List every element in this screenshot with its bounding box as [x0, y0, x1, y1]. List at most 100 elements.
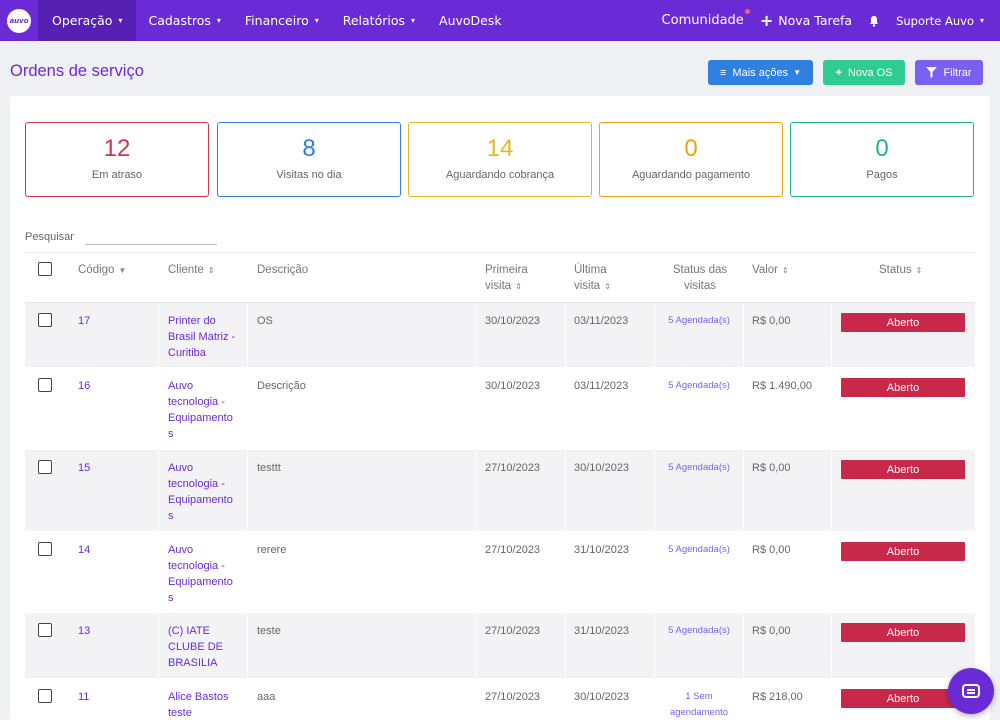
cliente-link[interactable]: Printer do Brasil Matriz - Curitiba	[168, 313, 248, 361]
codigo-link[interactable]: 11	[78, 691, 90, 703]
cliente-line: BRASILIA	[168, 657, 218, 669]
search-input[interactable]	[85, 231, 217, 245]
status-visitas-link[interactable]: 5 Agendada(s)	[657, 378, 741, 394]
table-row[interactable]: 13 (C) IATE CLUBE DE BRASILIA teste 27/10/202…	[25, 613, 975, 679]
nav-label: Financeiro	[244, 13, 309, 28]
search-label: Pesquisar	[25, 231, 74, 243]
stat-aguardando-cobranca[interactable]: 14 Aguardando cobrança	[408, 122, 592, 197]
primeira-visita-cell: 30/10/2023	[485, 315, 541, 327]
status-badge[interactable]: Aberto	[841, 460, 965, 479]
cliente-link[interactable]: Auvo tecnologia - Equipamento s	[168, 542, 248, 606]
stat-pagos[interactable]: 0 Pagos	[790, 122, 974, 197]
codigo-link[interactable]: 13	[78, 625, 91, 637]
header-ultima-visita[interactable]: Última visita ⇕	[574, 262, 611, 295]
column-divider	[475, 450, 476, 531]
row-checkbox[interactable]	[38, 313, 52, 327]
codigo-link[interactable]: 15	[78, 462, 91, 474]
header-status-visitas[interactable]: Status das visitas	[665, 262, 735, 294]
column-divider	[565, 613, 566, 678]
row-checkbox[interactable]	[38, 689, 52, 703]
stat-label: Pagos	[866, 169, 898, 181]
header-status[interactable]: Status ⇕	[879, 262, 922, 279]
row-checkbox[interactable]	[38, 378, 52, 392]
stat-label: Aguardando cobrança	[445, 169, 555, 181]
nav-auvodesk[interactable]: AuvoDesk	[427, 0, 514, 41]
notifications-button[interactable]	[860, 0, 888, 41]
filtrar-button[interactable]: Filtrar	[915, 60, 983, 85]
notification-dot	[744, 9, 750, 14]
stat-visitas-no-dia[interactable]: 8 Visitas no dia	[217, 122, 401, 197]
status-visitas-line: 1 Sem	[685, 691, 713, 702]
table-row[interactable]: 14 Auvo tecnologia - Equipamento s rerere 27/1…	[25, 532, 975, 613]
ultima-visita-cell: 31/10/2023	[574, 625, 630, 637]
header-cliente[interactable]: Cliente ⇕	[168, 262, 215, 279]
column-divider	[247, 532, 248, 612]
codigo-link[interactable]: 14	[78, 544, 91, 556]
logo-text: auvo	[7, 8, 31, 33]
nova-os-button[interactable]: + Nova OS	[823, 60, 905, 85]
user-menu[interactable]: Suporte Auvo ▾	[888, 0, 1000, 41]
descricao-cell: OS	[257, 315, 273, 327]
bell-icon	[870, 15, 879, 27]
auvo-logo[interactable]: auvo	[0, 0, 38, 41]
row-checkbox[interactable]	[38, 460, 52, 474]
status-visitas-link[interactable]: 1 Sem agendamento	[657, 689, 741, 720]
cliente-line: Brasil Matriz -	[168, 331, 236, 343]
cliente-link[interactable]: (C) IATE CLUBE DE BRASILIA	[168, 623, 248, 671]
table-row[interactable]: 15 Auvo tecnologia - Equipamento s testtt 27/1…	[25, 450, 975, 532]
ultima-visita-cell: 03/11/2023	[574, 380, 629, 392]
descricao-cell: rerere	[257, 544, 287, 556]
nav-financeiro[interactable]: Financeiro ▾	[233, 0, 331, 41]
column-divider	[565, 532, 566, 612]
nav-operacao[interactable]: Operação ▾	[38, 0, 137, 41]
column-divider	[831, 532, 832, 612]
stat-aguardando-pagamento[interactable]: 0 Aguardando pagamento	[599, 122, 783, 197]
nav-cadastros[interactable]: Cadastros ▾	[136, 0, 232, 41]
top-navbar: auvo Operação ▾ Cadastros ▾ Financeiro ▾ Re…	[0, 0, 1000, 41]
header-label: Código	[78, 264, 115, 276]
stat-value: 12	[103, 135, 131, 162]
status-badge[interactable]: Aberto	[841, 542, 965, 561]
table-row[interactable]: 11 Alice Bastos teste aaa 27/10/2023 30/10/20…	[25, 679, 975, 720]
status-badge[interactable]: Aberto	[841, 689, 965, 708]
header-primeira-visita[interactable]: Primeira visita ⇕	[485, 262, 528, 295]
row-checkbox[interactable]	[38, 623, 52, 637]
header-label: Status das	[672, 264, 728, 276]
status-visitas-link[interactable]: 5 Agendada(s)	[657, 313, 741, 329]
cliente-link[interactable]: Auvo tecnologia - Equipamento s	[168, 378, 248, 442]
status-visitas-link[interactable]: 5 Agendada(s)	[657, 623, 741, 639]
header-valor[interactable]: Valor ⇕	[752, 262, 789, 279]
status-visitas-link[interactable]: 5 Agendada(s)	[657, 542, 741, 558]
status-visitas-line: 5 Agendada(s)	[668, 315, 730, 326]
primeira-visita-cell: 27/10/2023	[485, 691, 541, 703]
column-divider	[565, 450, 566, 531]
cliente-link[interactable]: Alice Bastos teste	[168, 689, 248, 720]
column-divider	[743, 613, 744, 678]
cliente-link[interactable]: Auvo tecnologia - Equipamento s	[168, 460, 248, 524]
nova-tarefa-button[interactable]: + Nova Tarefa	[752, 0, 860, 41]
status-visitas-link[interactable]: 5 Agendada(s)	[657, 460, 741, 476]
chat-button[interactable]	[948, 668, 994, 714]
table-row[interactable]: 17 Printer do Brasil Matriz - Curitiba OS 30/…	[25, 303, 975, 368]
orders-table: Código ▼ Cliente ⇕ Descrição Primeira visit…	[25, 252, 975, 720]
stat-em-atraso[interactable]: 12 Em atraso	[25, 122, 209, 197]
chevron-down-icon: ▼	[793, 68, 801, 77]
select-all-checkbox[interactable]	[38, 262, 52, 276]
header-label: visita	[574, 280, 601, 292]
ultima-visita-cell: 31/10/2023	[574, 544, 630, 556]
table-row[interactable]: 16 Auvo tecnologia - Equipamento s Descrição 3…	[25, 368, 975, 450]
codigo-link[interactable]: 16	[78, 380, 91, 392]
codigo-link[interactable]: 17	[78, 315, 91, 327]
header-descricao[interactable]: Descrição	[257, 262, 308, 278]
cliente-line: Auvo	[168, 380, 194, 392]
status-badge[interactable]: Aberto	[841, 378, 965, 397]
status-badge[interactable]: Aberto	[841, 623, 965, 642]
mais-acoes-button[interactable]: ≡ Mais ações ▼	[708, 60, 813, 85]
header-codigo[interactable]: Código ▼	[78, 262, 126, 279]
valor-cell: R$ 0,00	[752, 544, 791, 556]
row-checkbox[interactable]	[38, 542, 52, 556]
nav-relatorios[interactable]: Relatórios ▾	[331, 0, 427, 41]
status-badge[interactable]: Aberto	[841, 313, 965, 332]
cliente-line: Curitiba	[168, 347, 206, 359]
nav-comunidade[interactable]: Comunidade	[654, 0, 752, 41]
